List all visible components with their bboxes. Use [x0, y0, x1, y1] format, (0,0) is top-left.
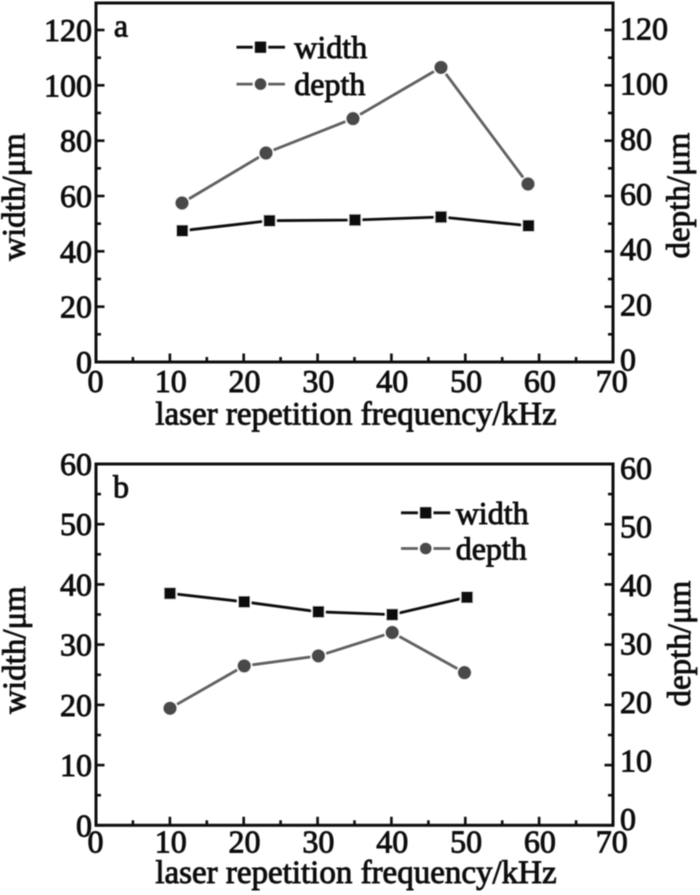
svg-text:10: 10: [155, 363, 187, 399]
svg-text:100: 100: [44, 67, 92, 103]
svg-text:30: 30: [302, 363, 334, 399]
svg-text:70: 70: [596, 363, 628, 399]
svg-text:40: 40: [620, 231, 652, 267]
svg-text:width/μm: width/μm: [0, 133, 33, 261]
svg-text:40: 40: [376, 824, 408, 860]
svg-text:10: 10: [155, 824, 187, 860]
svg-text:60: 60: [60, 178, 92, 214]
svg-text:0: 0: [88, 363, 104, 399]
svg-text:20: 20: [60, 289, 92, 325]
svg-text:laser repetition frequency/kHz: laser repetition frequency/kHz: [155, 397, 556, 433]
svg-text:120: 120: [44, 12, 92, 48]
svg-text:60: 60: [620, 450, 652, 486]
svg-text:width/μm: width/μm: [0, 586, 33, 714]
svg-text:60: 60: [524, 363, 556, 399]
svg-text:40: 40: [620, 567, 652, 603]
svg-text:50: 50: [450, 824, 482, 860]
svg-text:50: 50: [620, 508, 652, 544]
svg-text:40: 40: [60, 566, 92, 602]
svg-text:0: 0: [88, 824, 104, 860]
svg-text:80: 80: [60, 123, 92, 159]
svg-text:depth: depth: [456, 531, 527, 567]
svg-text:depth/μm: depth/μm: [661, 132, 697, 258]
svg-text:20: 20: [620, 286, 652, 322]
svg-text:a: a: [114, 7, 128, 43]
svg-text:width: width: [294, 29, 367, 65]
svg-text:0: 0: [620, 342, 636, 378]
svg-text:60: 60: [524, 824, 556, 860]
svg-text:40: 40: [376, 363, 408, 399]
svg-text:depth: depth: [294, 66, 365, 102]
svg-text:0: 0: [76, 344, 92, 380]
svg-text:20: 20: [60, 687, 92, 723]
svg-text:30: 30: [302, 824, 334, 860]
svg-text:120: 120: [620, 11, 668, 47]
svg-text:0: 0: [76, 807, 92, 843]
svg-text:50: 50: [60, 506, 92, 542]
svg-text:laser repetition frequency/kHz: laser repetition frequency/kHz: [155, 855, 556, 891]
svg-text:depth/μm: depth/μm: [662, 580, 698, 706]
svg-text:40: 40: [60, 233, 92, 269]
svg-text:0: 0: [620, 801, 636, 837]
svg-text:80: 80: [620, 121, 652, 157]
svg-text:20: 20: [229, 824, 261, 860]
svg-text:10: 10: [620, 742, 652, 778]
svg-text:width: width: [456, 495, 529, 531]
svg-text:b: b: [113, 468, 129, 504]
svg-text:20: 20: [229, 363, 261, 399]
svg-text:60: 60: [620, 176, 652, 212]
svg-text:30: 30: [620, 625, 652, 661]
svg-text:30: 30: [60, 627, 92, 663]
svg-text:10: 10: [60, 747, 92, 783]
svg-text:20: 20: [620, 684, 652, 720]
svg-text:60: 60: [60, 446, 92, 482]
svg-text:70: 70: [596, 824, 628, 860]
svg-text:50: 50: [450, 363, 482, 399]
svg-text:100: 100: [620, 66, 668, 102]
